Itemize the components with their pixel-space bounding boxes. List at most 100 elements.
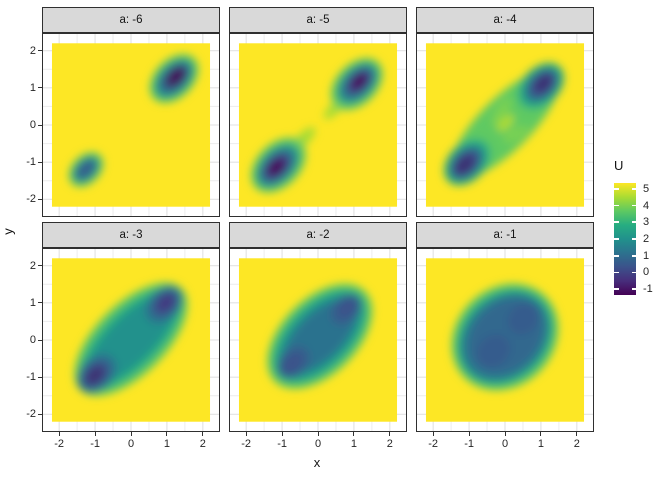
legend-tick-label: 5 <box>643 182 650 195</box>
facet-strip: a: -4 <box>416 7 594 33</box>
heatmap-svg <box>43 249 219 431</box>
y-tick-mark <box>38 124 42 126</box>
facet-strip-label: a: -4 <box>493 14 517 26</box>
legend-tick-mark <box>614 221 619 224</box>
potential-wells <box>267 283 373 389</box>
x-tick-label: 1 <box>350 438 357 450</box>
facet-panel <box>416 248 594 432</box>
legend-tick-mark <box>631 221 636 224</box>
y-tick-label: 1 <box>29 296 36 309</box>
x-tick-label: -1 <box>464 438 474 450</box>
legend-tick-label: 4 <box>643 199 650 212</box>
x-tick-label: -2 <box>241 438 252 450</box>
x-tick-mark <box>317 432 319 436</box>
facet-panel <box>229 248 407 432</box>
legend-tick-mark <box>614 288 619 290</box>
legend-tick-mark <box>631 254 636 257</box>
legend-colorbar <box>614 183 636 295</box>
y-tick-mark <box>38 198 42 200</box>
legend-tick-label: 2 <box>643 233 650 245</box>
x-tick-label: -2 <box>428 438 439 450</box>
facet-strip: a: -3 <box>42 222 220 248</box>
x-tick-label: -1 <box>90 438 100 450</box>
x-tick-mark <box>389 432 391 436</box>
x-axis-title: x <box>313 455 321 470</box>
legend-tick-mark <box>614 254 619 257</box>
facet-strip: a: -2 <box>229 222 407 248</box>
x-tick-mark <box>353 432 355 436</box>
legend-tick-mark <box>631 188 636 190</box>
y-tick-mark <box>38 161 42 163</box>
y-tick-mark <box>38 376 42 378</box>
x-tick-mark <box>202 432 204 436</box>
heatmap-svg <box>230 249 406 431</box>
facet-strip-label: a: -2 <box>306 229 330 241</box>
x-tick-mark <box>281 432 283 436</box>
y-tick-mark <box>38 302 42 304</box>
x-tick-mark <box>166 432 168 436</box>
y-tick-label: 0 <box>29 334 36 346</box>
heatmap-svg <box>230 34 406 216</box>
facet-panel <box>42 33 220 217</box>
facet-strip: a: -6 <box>42 7 220 33</box>
x-tick-mark <box>432 432 434 436</box>
x-tick-mark <box>504 432 506 436</box>
legend-tick-mark <box>614 204 619 207</box>
facet-strip: a: -5 <box>229 7 407 33</box>
x-tick-mark <box>468 432 470 436</box>
x-tick-label: 0 <box>127 438 135 450</box>
legend-tick-mark <box>614 271 619 274</box>
legend-tick-mark <box>631 238 636 240</box>
x-tick-label: 1 <box>537 438 544 450</box>
x-tick-label: 2 <box>199 438 206 450</box>
legend-tick-label: 0 <box>643 266 650 279</box>
legend-tick-mark <box>614 238 619 240</box>
facet-panel <box>416 33 594 217</box>
legend-tick-label: -1 <box>643 283 653 296</box>
y-tick-label: 1 <box>29 81 36 94</box>
potential-wells <box>451 283 559 391</box>
facet-strip-label: a: -5 <box>306 14 330 26</box>
y-tick-mark <box>38 50 42 52</box>
y-tick-mark <box>38 87 42 89</box>
x-tick-mark <box>58 432 60 436</box>
x-tick-label: -1 <box>277 438 287 450</box>
y-axis-title: y <box>0 228 16 235</box>
legend-tick-label: 1 <box>643 249 650 262</box>
heatmap-svg <box>417 34 593 216</box>
x-tick-mark <box>94 432 96 436</box>
legend-title: U <box>614 158 624 173</box>
x-tick-mark <box>245 432 247 436</box>
facet-strip: a: -1 <box>416 222 594 248</box>
facet-strip-label: a: -3 <box>119 229 143 241</box>
heatmap-svg <box>43 34 219 216</box>
y-tick-label: 2 <box>29 259 36 272</box>
x-tick-mark <box>576 432 578 436</box>
y-tick-label: -2 <box>26 193 36 206</box>
legend-tick-mark <box>631 204 636 207</box>
y-tick-mark <box>38 339 42 341</box>
y-tick-label: 0 <box>29 119 36 131</box>
x-tick-mark <box>540 432 542 436</box>
facet-strip-label: a: -1 <box>493 229 517 241</box>
facet-strip-label: a: -6 <box>119 14 143 26</box>
y-tick-label: 2 <box>29 44 36 57</box>
legend-tick-label: 3 <box>643 216 650 229</box>
y-tick-label: -2 <box>26 408 36 421</box>
x-tick-label: 0 <box>501 438 509 450</box>
y-tick-label: -1 <box>26 371 36 384</box>
legend: U 5 4 3 2 1 0 -1 <box>612 158 672 295</box>
y-tick-mark <box>38 265 42 267</box>
x-tick-label: 2 <box>573 438 580 450</box>
potential-wells <box>251 58 383 193</box>
x-tick-mark <box>130 432 132 436</box>
facet-panel <box>229 33 407 217</box>
x-tick-label: 0 <box>314 438 322 450</box>
legend-tick-mark <box>631 288 636 290</box>
legend-tick-mark <box>631 271 636 274</box>
y-tick-label: -1 <box>26 156 36 169</box>
y-tick-mark <box>38 413 42 415</box>
potential-wells <box>68 54 199 187</box>
facet-panel <box>42 248 220 432</box>
